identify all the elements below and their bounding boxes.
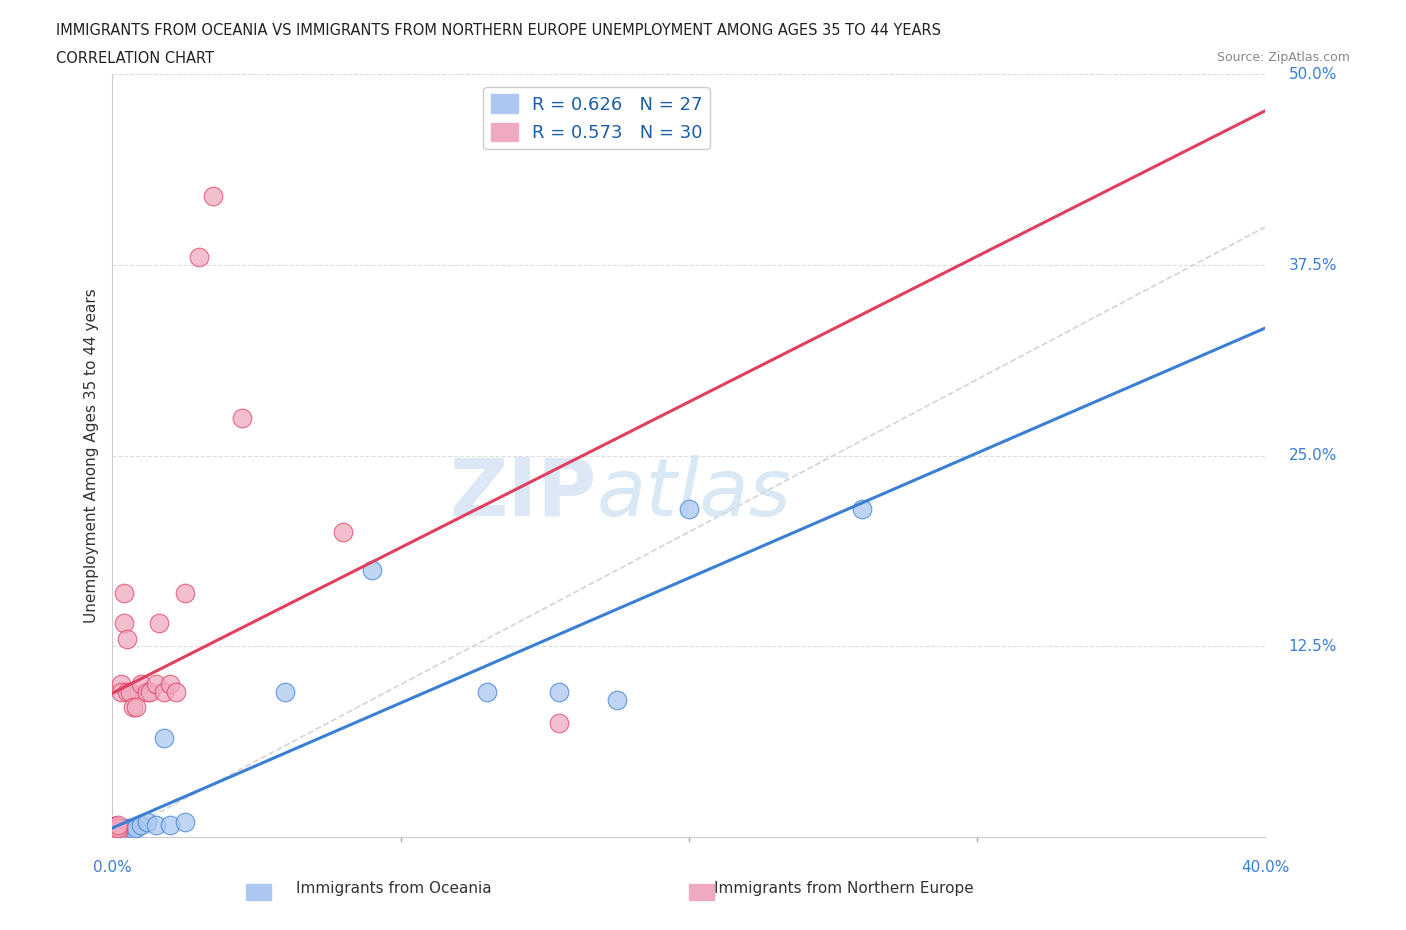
Point (136, 684, 159, 699)
Point (104, 819, 127, 834)
Point (153, 730, 176, 745)
Point (129, 817, 153, 832)
Point (202, 189, 225, 204)
Text: 25.0%: 25.0% (1288, 448, 1337, 463)
Point (115, 631, 138, 646)
Text: Source: ZipAtlas.com: Source: ZipAtlas.com (1216, 51, 1350, 64)
Text: 50.0%: 50.0% (1288, 67, 1337, 82)
Point (104, 819, 127, 834)
Point (118, 823, 141, 838)
Point (110, 820, 132, 835)
Point (274, 684, 297, 699)
Point (107, 817, 129, 832)
Point (118, 684, 141, 699)
Point (107, 823, 129, 838)
Y-axis label: Unemployment Among Ages 35 to 44 years: Unemployment Among Ages 35 to 44 years (83, 288, 98, 623)
Point (173, 815, 195, 830)
Text: IMMIGRANTS FROM OCEANIA VS IMMIGRANTS FROM NORTHERN EUROPE UNEMPLOYMENT AMONG AG: IMMIGRANTS FROM OCEANIA VS IMMIGRANTS FR… (56, 23, 941, 38)
Text: atlas: atlas (596, 455, 792, 533)
Point (332, 525, 354, 539)
Text: Immigrants from Northern Europe: Immigrants from Northern Europe (714, 881, 973, 896)
Text: 37.5%: 37.5% (1288, 258, 1337, 272)
Point (124, 820, 146, 835)
Point (115, 820, 138, 835)
Point (110, 677, 132, 692)
Point (104, 825, 127, 840)
Point (139, 684, 162, 699)
Point (121, 700, 143, 715)
Point (136, 815, 159, 830)
Point (104, 823, 127, 838)
Text: Immigrants from Oceania: Immigrants from Oceania (295, 881, 492, 896)
Text: 0.0%: 0.0% (93, 860, 132, 875)
Text: CORRELATION CHART: CORRELATION CHART (56, 51, 214, 66)
Point (129, 677, 153, 692)
Point (107, 823, 129, 838)
Point (115, 684, 138, 699)
Point (121, 822, 143, 837)
Point (548, 684, 571, 699)
Point (475, 684, 498, 699)
Point (159, 677, 181, 692)
Point (606, 692, 628, 707)
Point (231, 410, 253, 425)
Point (188, 250, 211, 265)
Point (110, 684, 132, 699)
Point (104, 822, 127, 837)
Point (104, 822, 127, 837)
Point (159, 817, 181, 832)
Point (107, 820, 129, 835)
Point (115, 822, 138, 837)
Point (104, 820, 127, 835)
Point (678, 501, 700, 516)
Point (124, 700, 146, 715)
Point (110, 822, 132, 837)
Point (112, 823, 135, 838)
Text: 40.0%: 40.0% (1241, 860, 1289, 875)
Point (165, 684, 187, 699)
Text: ZIP: ZIP (450, 455, 596, 533)
Point (145, 677, 167, 692)
Point (112, 586, 135, 601)
Point (153, 684, 176, 699)
Point (112, 616, 135, 631)
Point (148, 616, 170, 631)
Point (173, 586, 195, 601)
Point (107, 820, 129, 835)
Text: 12.5%: 12.5% (1288, 639, 1337, 654)
Legend: R = 0.626   N = 27, R = 0.573   N = 30: R = 0.626 N = 27, R = 0.573 N = 30 (484, 87, 710, 150)
Point (548, 715, 571, 730)
Point (107, 822, 129, 837)
Point (851, 501, 873, 516)
Point (145, 817, 167, 832)
Point (360, 563, 382, 578)
